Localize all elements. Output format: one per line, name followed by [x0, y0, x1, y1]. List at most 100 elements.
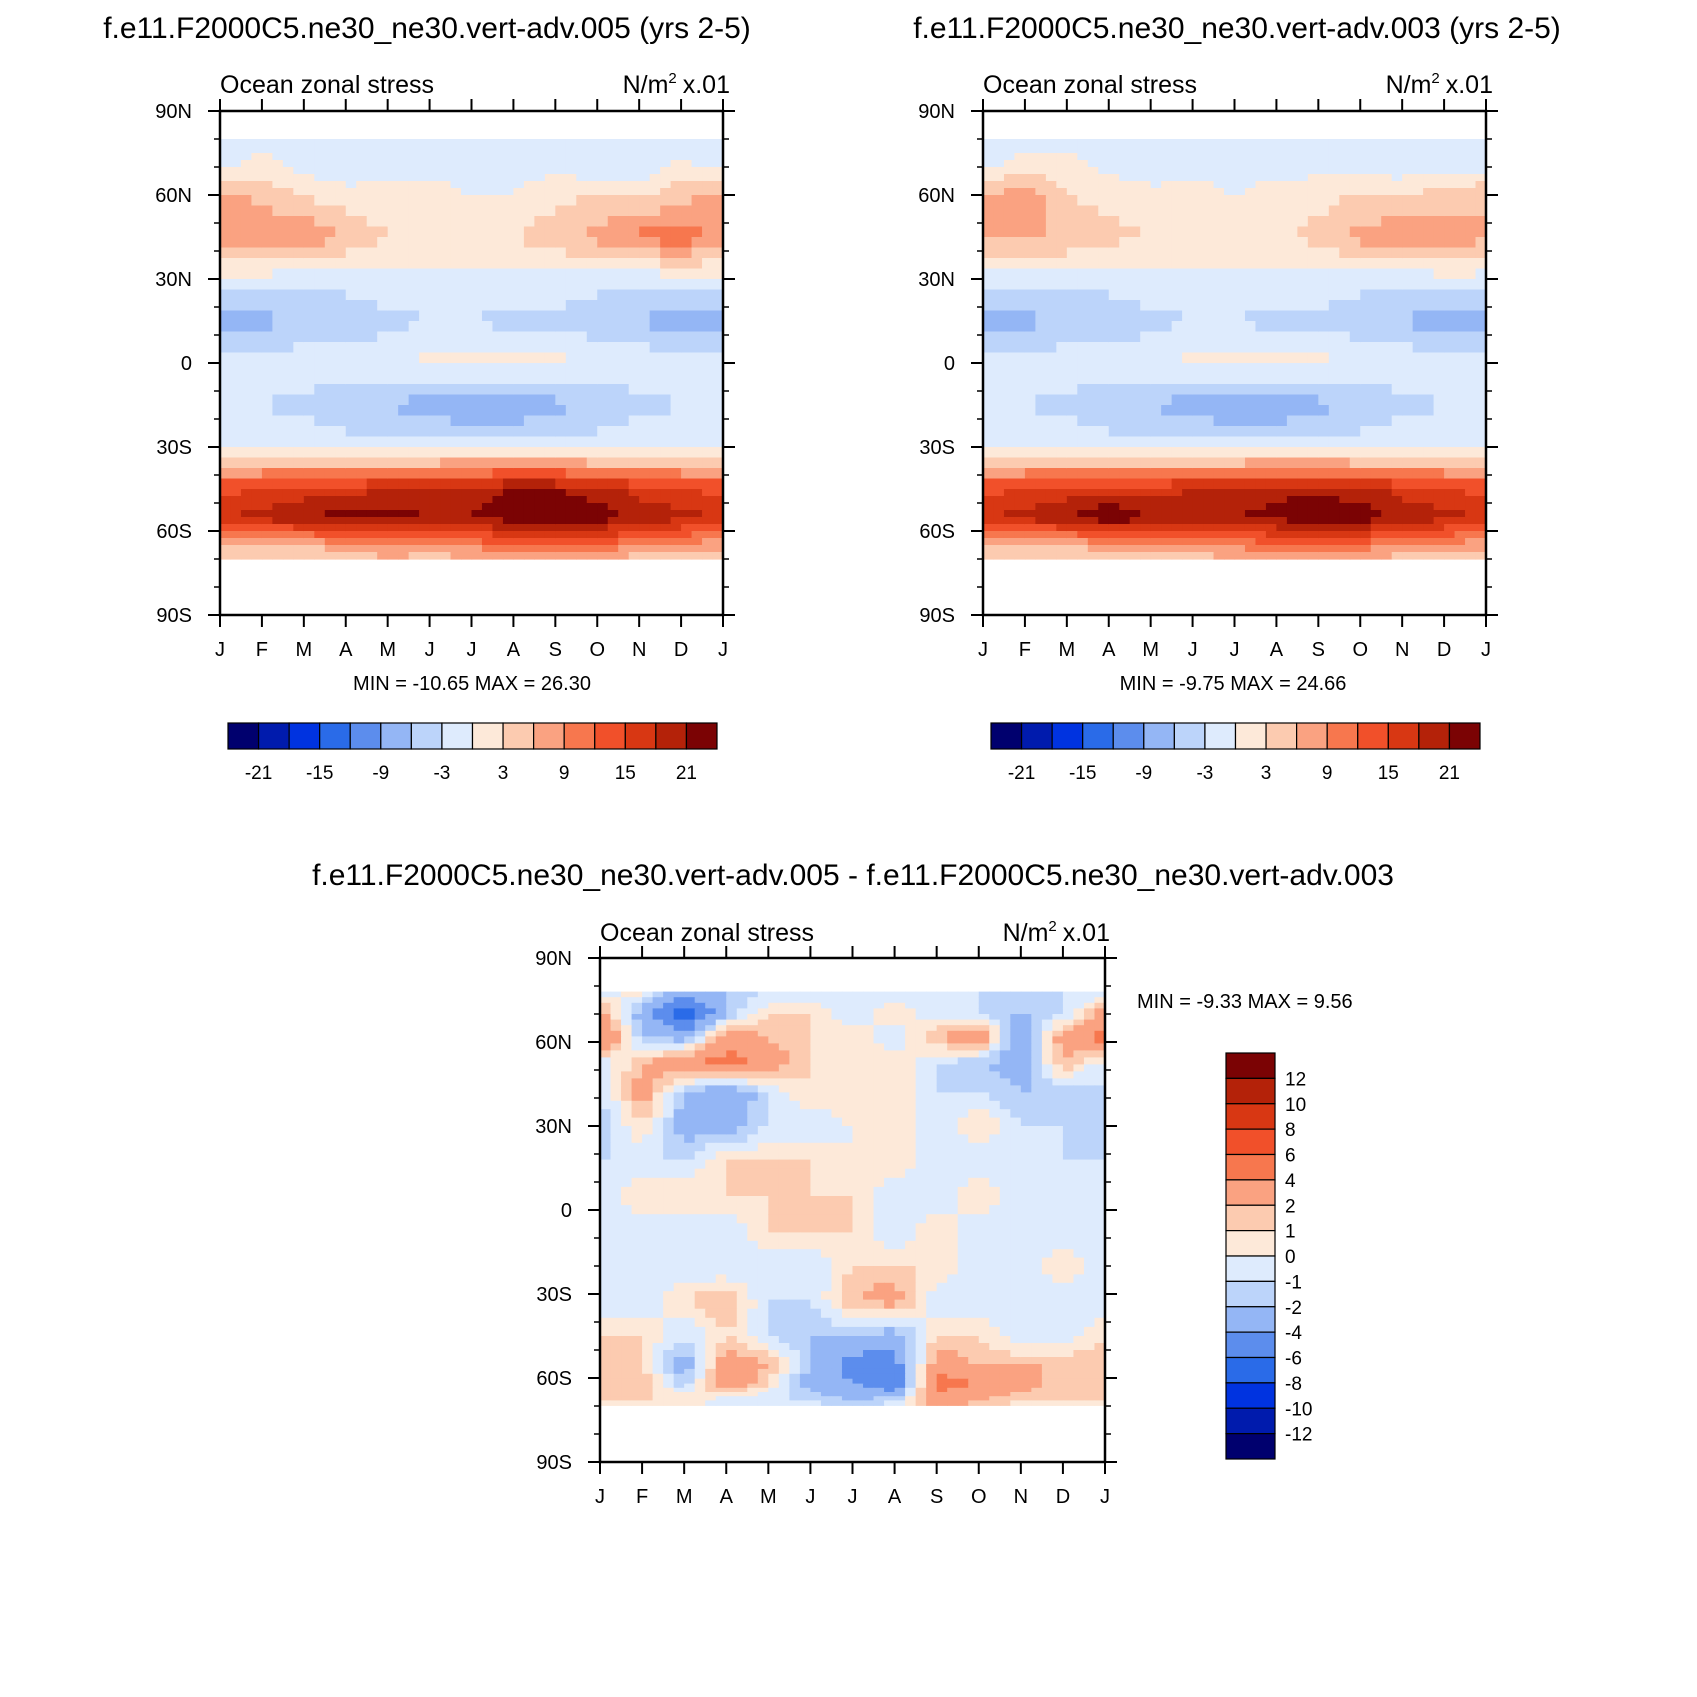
contour-cell [681, 205, 693, 217]
contour-cell [681, 545, 693, 553]
contour-cell [261, 489, 273, 497]
contour-cell [240, 237, 253, 249]
contour-cell [618, 394, 630, 406]
contour-cell [565, 496, 577, 504]
contour-cell [408, 426, 420, 438]
contour-cell [429, 538, 441, 546]
contour-cell [576, 545, 588, 553]
contour-cell [628, 289, 640, 301]
contour-cell [1119, 237, 1131, 249]
contour-cell [1077, 538, 1089, 546]
contour-cell [1003, 237, 1016, 249]
contour-cell [1161, 545, 1173, 553]
contour-cell [282, 436, 294, 448]
contour-cell [1150, 405, 1162, 417]
contour-cell [555, 300, 567, 312]
contour-cell [1402, 188, 1414, 196]
contour-cell [481, 394, 494, 406]
contour-cell [565, 167, 577, 175]
contour-cell [1286, 426, 1298, 438]
contour-cell [926, 1019, 938, 1026]
contour-cell [1182, 373, 1194, 385]
contour-cell [345, 205, 357, 217]
contour-cell [1108, 205, 1120, 217]
contour-cell [345, 279, 357, 291]
contour-cell [1265, 468, 1278, 480]
panel-3: f.e11.F2000C5.ne30_ne30.vert-adv.005 - f… [312, 859, 1394, 1508]
contour-cell [1003, 279, 1016, 291]
contour-cell [220, 517, 232, 525]
contour-cell [618, 139, 630, 147]
contour-cell [694, 1008, 706, 1015]
contour-cell [1035, 153, 1047, 161]
contour-cell [1056, 300, 1068, 312]
contour-cell [534, 489, 546, 497]
contour-cell [1119, 552, 1131, 560]
contour-cell [481, 331, 494, 343]
contour-cell [303, 146, 315, 154]
contour-cell [1276, 160, 1288, 168]
contour-cell [863, 1030, 875, 1037]
contour-cell [356, 289, 368, 301]
contour-cell [1265, 510, 1278, 518]
contour-cell [1192, 552, 1204, 560]
contour-cell [1224, 478, 1236, 490]
contour-cell [387, 289, 399, 301]
contour-cell [387, 226, 399, 238]
contour-cell [684, 1030, 696, 1037]
contour-cell [1244, 268, 1257, 280]
contour-cell [947, 1025, 959, 1032]
contour-cell [607, 384, 619, 396]
contour-cell [1265, 517, 1278, 525]
contour-cell [282, 510, 294, 518]
contour-cell [600, 1002, 612, 1009]
contour-cell [1276, 352, 1288, 364]
contour-cell [694, 1014, 706, 1021]
contour-cell [502, 426, 515, 438]
contour-cell [261, 331, 273, 343]
contour-cell [1360, 447, 1372, 459]
contour-cell [1129, 552, 1141, 560]
contour-cell [345, 489, 357, 497]
contour-cell [628, 153, 640, 161]
contour-cell [712, 153, 724, 161]
contour-cell [1349, 447, 1361, 459]
contour-cell [957, 1030, 969, 1037]
contour-cell [1339, 279, 1351, 291]
contour-cell [691, 394, 703, 406]
contour-cell [1370, 524, 1382, 532]
contour-cell [649, 289, 661, 301]
contour-cell [377, 517, 389, 525]
contour-cell [1129, 237, 1141, 249]
contour-cell [621, 997, 633, 1004]
contour-cell [293, 489, 305, 497]
contour-cell [492, 300, 504, 312]
contour-cell [1423, 524, 1435, 532]
contour-cell [366, 373, 378, 385]
x-tick-label: F [1019, 639, 1031, 661]
contour-cell [691, 478, 703, 490]
contour-cell [1286, 342, 1298, 354]
contour-cell [345, 321, 357, 333]
contour-cell [429, 468, 441, 480]
contour-cell [1454, 237, 1466, 249]
contour-cell [1087, 415, 1099, 427]
contour-cell [1307, 503, 1319, 511]
contour-cell [1297, 415, 1309, 427]
contour-cell [1370, 167, 1382, 175]
contour-cell [1094, 997, 1106, 1004]
contour-cell [450, 167, 462, 175]
contour-cell [1234, 289, 1246, 301]
contour-cell [377, 342, 389, 354]
contour-cell [789, 1019, 801, 1026]
contour-cell [1265, 503, 1278, 511]
contour-cell [649, 552, 661, 560]
contour-cell [513, 289, 525, 301]
contour-cell [607, 478, 619, 490]
contour-cell [1318, 384, 1330, 396]
contour-cell [282, 268, 294, 280]
contour-cell [1433, 160, 1445, 168]
contour-cell [702, 415, 714, 427]
contour-cell [1381, 188, 1393, 196]
contour-cell [345, 457, 357, 469]
